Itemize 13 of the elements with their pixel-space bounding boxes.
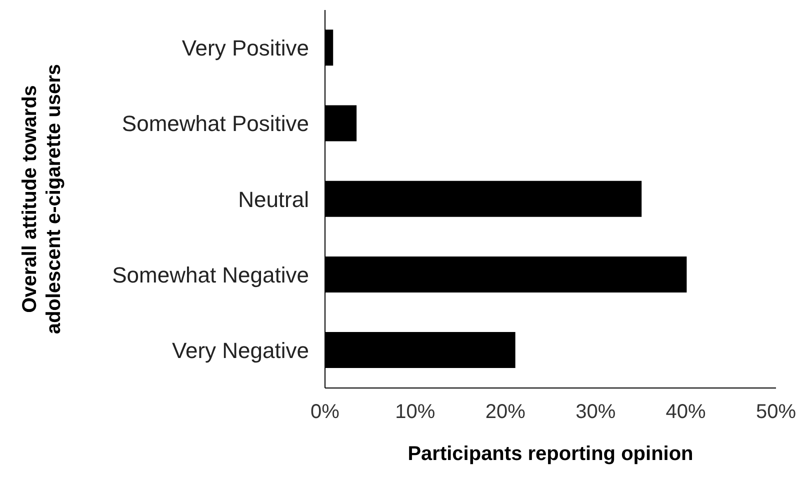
x-tick-label: 50% [756, 401, 796, 424]
y-tick-label: Somewhat Negative [112, 262, 309, 288]
y-axis-title: Overall attitude towards adolescent e-cigarette users [19, 64, 65, 334]
y-tick-label: Neutral [238, 186, 309, 212]
x-axis-title: Participants reporting opinion [408, 443, 694, 466]
y-tick-label: Very Positive [182, 36, 309, 61]
x-tick-label: 30% [576, 401, 616, 424]
y-tick-label: Very Negative [172, 338, 309, 364]
x-tick-label: 40% [666, 401, 706, 424]
x-tick-label: 0% [310, 401, 340, 424]
y-tick-label: Somewhat Positive [122, 111, 309, 136]
x-tick-label: 20% [485, 401, 526, 424]
x-tick-label: 10% [395, 401, 436, 424]
